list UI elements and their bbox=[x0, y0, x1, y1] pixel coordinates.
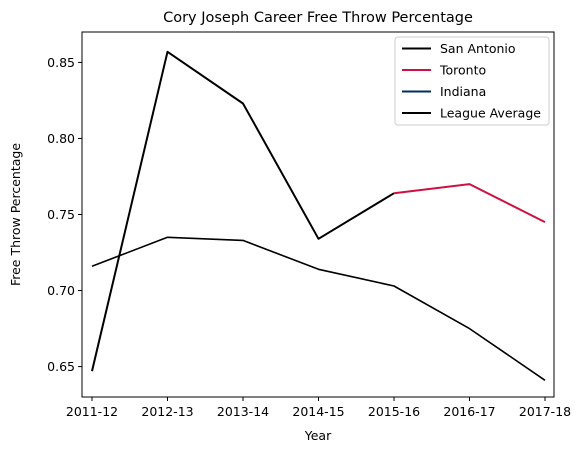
x-tick-label: 2016-17 bbox=[443, 404, 495, 419]
legend-box bbox=[394, 36, 550, 126]
y-tick-label: 0.80 bbox=[47, 131, 75, 146]
y-axis: 0.65 0.70 0.75 0.80 0.85 bbox=[47, 55, 82, 374]
y-tick-label: 0.65 bbox=[47, 359, 75, 374]
chart-title: Cory Joseph Career Free Throw Percentage bbox=[163, 10, 473, 26]
legend-label-toronto: Toronto bbox=[439, 63, 486, 78]
y-axis-label: Free Throw Percentage bbox=[8, 143, 23, 286]
series-line-san-antonio bbox=[91, 50, 395, 372]
legend-label-league-average: League Average bbox=[440, 106, 541, 121]
legend-label-indiana: Indiana bbox=[440, 84, 486, 99]
x-tick-label: 2017-18 bbox=[519, 404, 571, 419]
y-tick-label: 0.70 bbox=[47, 283, 75, 298]
x-tick-label: 2014-15 bbox=[292, 404, 344, 419]
x-axis-label: Year bbox=[304, 428, 332, 443]
y-tick-label: 0.75 bbox=[47, 207, 75, 222]
x-tick-label: 2012-13 bbox=[141, 404, 193, 419]
x-tick-label: 2011-12 bbox=[66, 404, 118, 419]
series-line-toronto bbox=[393, 183, 546, 223]
legend: San Antonio Toronto Indiana League Average bbox=[394, 36, 550, 126]
series-line-league-average bbox=[91, 236, 546, 381]
x-tick-label: 2015-16 bbox=[368, 404, 420, 419]
plot-lines bbox=[91, 50, 546, 381]
x-tick-label: 2013-14 bbox=[217, 404, 269, 419]
legend-label-san-antonio: San Antonio bbox=[440, 41, 516, 56]
x-axis: 2011-12 2012-13 2013-14 2014-15 2015-16 2016-… bbox=[66, 397, 571, 419]
y-tick-label: 0.85 bbox=[47, 55, 75, 70]
